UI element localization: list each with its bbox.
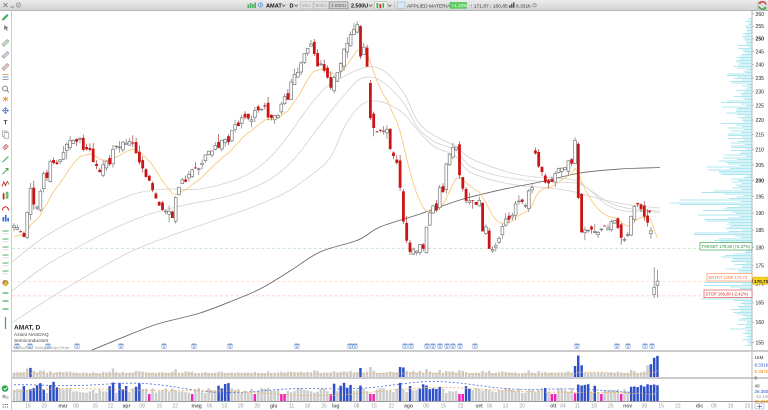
svg-text:15: 15 xyxy=(371,404,377,410)
svg-text:8.387k: 8.387k xyxy=(755,369,768,374)
svg-text:15: 15 xyxy=(25,404,31,410)
svg-text:230: 230 xyxy=(756,90,765,96)
svg-text:175: 175 xyxy=(756,263,765,269)
svg-text:Semiconductors: Semiconductors xyxy=(14,338,49,344)
svg-text:15: 15 xyxy=(441,404,447,410)
svg-text:15: 15 xyxy=(658,404,664,410)
svg-text:16M: 16M xyxy=(755,355,764,360)
svg-text:apr: apr xyxy=(123,404,131,410)
svg-text:↓ 160,85: ↓ 160,85 xyxy=(489,3,508,9)
svg-text:245: 245 xyxy=(756,50,765,56)
svg-text:dic: dic xyxy=(696,404,703,410)
svg-text:08: 08 xyxy=(73,404,79,410)
svg-text:195: 195 xyxy=(756,195,765,201)
svg-text:APPLIED MATERIALS INC.: APPLIED MATERIALS INC. xyxy=(407,3,468,9)
svg-text:11: 11 xyxy=(575,404,580,410)
svg-text:180: 180 xyxy=(756,245,765,251)
svg-text:lug: lug xyxy=(332,404,340,410)
svg-text:ott: ott xyxy=(550,404,557,410)
svg-text:26.350: 26.350 xyxy=(755,389,768,394)
svg-text:08: 08 xyxy=(642,404,648,410)
svg-text:160: 160 xyxy=(756,320,765,326)
svg-text:AMAT, D: AMAT, D xyxy=(14,325,40,332)
svg-text:08: 08 xyxy=(423,404,429,410)
svg-text:210: 210 xyxy=(756,148,765,154)
svg-text:8.331k: 8.331k xyxy=(516,3,531,9)
svg-text:08: 08 xyxy=(139,404,145,410)
svg-text:185: 185 xyxy=(756,228,765,234)
svg-text:25: 25 xyxy=(608,404,614,410)
svg-text:AMAT: AMAT xyxy=(266,4,282,10)
svg-text:T: T xyxy=(4,120,8,127)
svg-text:16: 16 xyxy=(728,404,734,410)
svg-text:23: 23 xyxy=(745,404,751,410)
svg-text:240: 240 xyxy=(756,63,765,69)
svg-text:ENTRY LOW 170,73: ENTRY LOW 170,73 xyxy=(709,275,748,280)
svg-text:205: 205 xyxy=(756,163,765,169)
svg-text:215: 215 xyxy=(756,133,765,139)
svg-text:06: 06 xyxy=(487,404,493,410)
svg-text:23: 23 xyxy=(42,404,48,410)
svg-text:2.500U: 2.500U xyxy=(351,4,368,10)
svg-text:155: 155 xyxy=(756,340,765,346)
svg-text:255: 255 xyxy=(756,24,765,30)
svg-text:08: 08 xyxy=(354,404,360,410)
svg-text:22: 22 xyxy=(389,404,395,410)
svg-text:13: 13 xyxy=(222,404,228,410)
svg-text:Azioni NASDAQ: Azioni NASDAQ xyxy=(14,332,49,338)
svg-text:13: 13 xyxy=(503,404,509,410)
svg-text:STOP 166,80 (-2,42%): STOP 166,80 (-2,42%) xyxy=(706,292,749,297)
svg-text:28: 28 xyxy=(254,404,260,410)
svg-text:09: 09 xyxy=(711,404,717,410)
svg-text:22: 22 xyxy=(108,404,114,410)
svg-text:set: set xyxy=(475,404,483,410)
svg-text:mar: mar xyxy=(58,404,67,410)
svg-text:ago: ago xyxy=(404,404,413,410)
svg-text:↑ 171,87: ↑ 171,87 xyxy=(470,3,489,9)
svg-text:190: 190 xyxy=(756,211,765,217)
svg-text:TARGET 179,80 (+5,37%): TARGET 179,80 (+5,37%) xyxy=(702,244,751,249)
svg-text:giu: giu xyxy=(270,404,278,410)
svg-text:-10.148: -10.148 xyxy=(755,394,768,399)
svg-text:2.500U: 2.500U xyxy=(331,3,347,8)
svg-text:ProRealTime Trading / Tempo Re: ProRealTime Trading / Tempo Reale xyxy=(13,346,69,350)
svg-text:25: 25 xyxy=(321,404,327,410)
svg-text:225: 225 xyxy=(756,104,765,110)
svg-text:500U: 500U xyxy=(316,3,328,8)
svg-text:18: 18 xyxy=(305,404,311,410)
svg-text:20: 20 xyxy=(519,404,525,410)
svg-text:170: 170 xyxy=(756,282,765,288)
svg-text:06: 06 xyxy=(207,404,213,410)
svg-text:250: 250 xyxy=(756,37,765,43)
svg-text:22: 22 xyxy=(458,404,464,410)
svg-text:15: 15 xyxy=(93,404,99,410)
svg-text:mag: mag xyxy=(192,404,202,410)
svg-text:35.210: 35.210 xyxy=(755,399,768,404)
svg-text:22: 22 xyxy=(172,404,178,410)
svg-text:nov: nov xyxy=(623,404,632,410)
svg-text:40: 40 xyxy=(755,384,761,389)
svg-text:+1,10%: +1,10% xyxy=(452,3,468,8)
svg-text:0: 0 xyxy=(755,376,758,381)
svg-text:220: 220 xyxy=(756,118,765,124)
svg-text:11: 11 xyxy=(289,404,294,410)
svg-text:50U: 50U xyxy=(302,3,311,8)
svg-text:235: 235 xyxy=(756,76,765,82)
svg-text:20: 20 xyxy=(238,404,244,410)
svg-text:165: 165 xyxy=(756,301,765,307)
svg-text:22: 22 xyxy=(675,404,681,410)
svg-text:8.331k: 8.331k xyxy=(755,363,768,368)
svg-text:04: 04 xyxy=(560,404,566,410)
svg-text:260: 260 xyxy=(756,12,765,18)
svg-text:18: 18 xyxy=(591,404,597,410)
svg-text:D: D xyxy=(290,4,294,10)
svg-text:15: 15 xyxy=(157,404,163,410)
svg-text:200: 200 xyxy=(756,179,765,185)
svg-text:170,73: 170,73 xyxy=(754,279,768,284)
